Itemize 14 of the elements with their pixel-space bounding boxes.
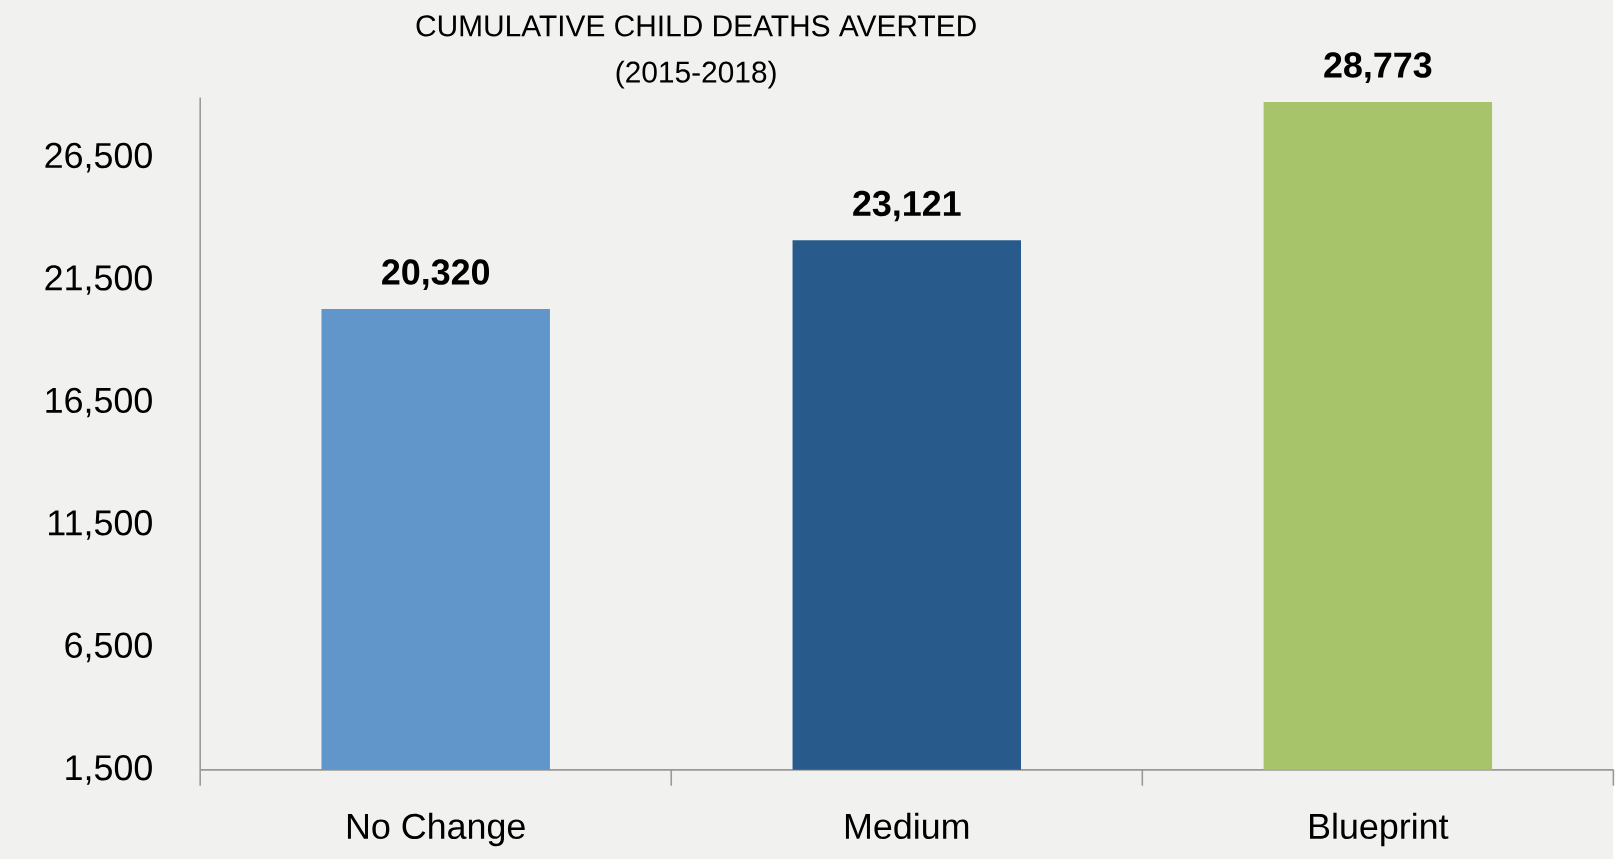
chart-subtitle: (2015-2018) [616, 60, 776, 89]
data-label: 23,121 [853, 190, 961, 222]
y-tick-label: 11,500 [49, 509, 152, 540]
chart-title: CUMULATIVE CHILD DEATHS AVERTED [416, 15, 976, 37]
y-tick-label: 21,500 [45, 264, 152, 295]
y-tick-label: 16,500 [46, 387, 152, 418]
y-tick-label: 26,500 [45, 142, 152, 173]
y-tick-label: 6,500 [65, 632, 152, 662]
data-label: 20,320 [382, 259, 490, 290]
x-tick-label: Medium [845, 812, 969, 839]
data-label: 28,773 [1324, 52, 1432, 83]
x-tick-label: No Change [347, 812, 525, 846]
y-tick-label: 1,500 [66, 754, 152, 785]
x-tick-label: Blueprint [1310, 812, 1449, 846]
